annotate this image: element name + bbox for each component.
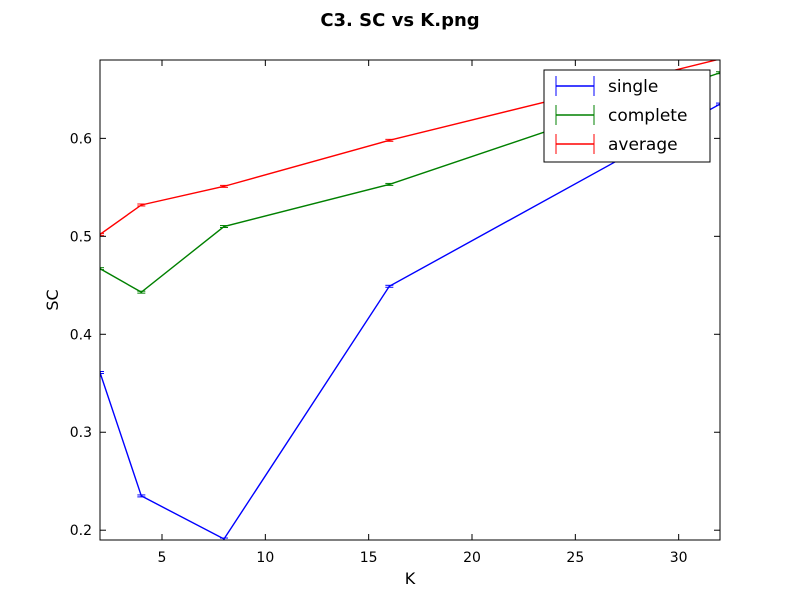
data-point-complete	[223, 225, 225, 228]
y-tick-label: 0.6	[70, 131, 92, 147]
data-point-single	[140, 495, 143, 497]
y-tick-label: 0.3	[70, 425, 92, 441]
series-complete	[100, 71, 720, 294]
data-point-average	[140, 204, 143, 206]
legend: single complete average	[543, 69, 711, 163]
data-point-single	[388, 285, 391, 288]
x-tick-label: 5	[158, 550, 167, 566]
x-tick-label: 15	[360, 550, 378, 566]
y-tick-label: 0.4	[70, 327, 92, 343]
x-tick-label: 30	[670, 550, 688, 566]
y-tick-label: 0.2	[70, 523, 92, 539]
legend-item-average: average	[555, 134, 678, 155]
legend-item-complete: complete	[555, 105, 687, 126]
data-point-average	[388, 139, 391, 142]
series-single	[100, 102, 720, 540]
legend-label-single: single	[608, 77, 658, 97]
data-point-average	[223, 185, 225, 188]
data-point-single	[223, 538, 225, 540]
chart-title: C3. SC vs K.png	[320, 10, 479, 31]
ticks-layer: 5 10 15 20 25 30 0.2 0.3 0.4 0.5 0.6	[70, 60, 720, 566]
x-tick-label: 20	[463, 550, 481, 566]
legend-label-average: average	[608, 135, 678, 155]
data-point-complete	[388, 183, 391, 186]
x-tick-label: 10	[256, 550, 274, 566]
series-average	[100, 60, 720, 236]
data-point-complete	[140, 291, 143, 293]
x-tick-label: 25	[566, 550, 584, 566]
legend-item-single: single	[555, 76, 658, 97]
y-axis-label: SC	[43, 289, 62, 310]
series-layer	[100, 60, 720, 540]
y-tick-label: 0.5	[70, 229, 92, 245]
legend-label-complete: complete	[608, 106, 687, 126]
x-axis-label: K	[405, 569, 416, 588]
plot-frame	[99, 59, 721, 541]
